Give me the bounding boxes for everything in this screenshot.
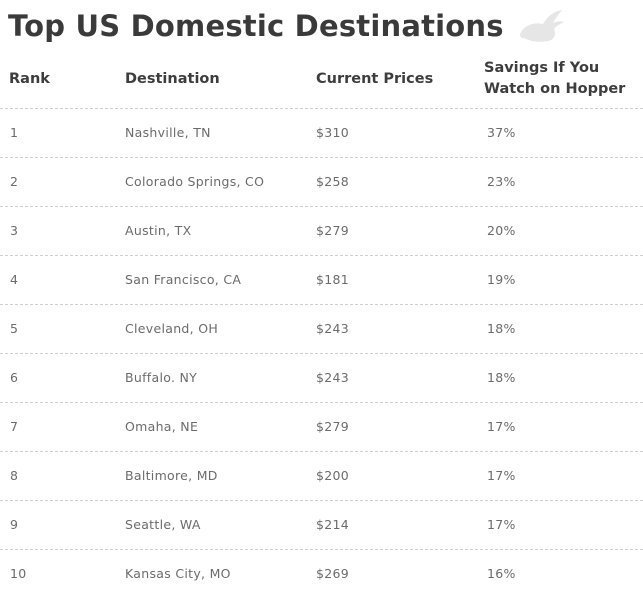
price-cell: $200 [316,468,350,483]
price-cell: $269 [316,566,350,581]
page-title: Top US Domestic Destinations [8,9,504,43]
title-row: Top US Domestic Destinations [8,4,566,48]
table-header: Rank Destination Current Prices Savings … [0,58,643,108]
price-cell: $181 [316,272,350,287]
rank-cell: 9 [10,517,19,532]
destination-cell: Colorado Springs, CO [125,174,265,189]
table-row: 5 Cleveland, OH $243 18% [0,304,643,353]
destination-cell: Baltimore, MD [125,468,218,483]
rank-cell: 3 [10,223,19,238]
header-rank: Rank [9,71,50,87]
destination-cell: Seattle, WA [125,517,201,532]
table-row: 8 Baltimore, MD $200 17% [0,451,643,500]
price-cell: $258 [316,174,350,189]
price-cell: $310 [316,125,350,140]
rank-cell: 1 [10,125,19,140]
header-savings: Savings If You Watch on Hopper [484,58,634,100]
savings-cell: 16% [487,566,516,581]
destination-cell: Cleveland, OH [125,321,219,336]
rank-cell: 2 [10,174,19,189]
destination-cell: Kansas City, MO [125,566,231,581]
rank-cell: 7 [10,419,19,434]
destination-cell: Nashville, TN [125,125,211,140]
savings-cell: 23% [487,174,516,189]
savings-cell: 18% [487,370,516,385]
price-cell: $279 [316,223,350,238]
savings-cell: 17% [487,517,516,532]
savings-cell: 37% [487,125,516,140]
header-savings-line1: Savings If You [484,60,600,76]
rank-cell: 6 [10,370,19,385]
destination-cell: Austin, TX [125,223,192,238]
table-body: 1 Nashville, TN $310 37% 2 Colorado Spri… [0,108,643,598]
price-cell: $279 [316,419,350,434]
savings-cell: 19% [487,272,516,287]
header-current-prices: Current Prices [316,71,434,87]
header-destination: Destination [125,71,220,87]
destination-cell: Buffalo. NY [125,370,198,385]
table-row: 10 Kansas City, MO $269 16% [0,549,643,598]
destination-cell: Omaha, NE [125,419,199,434]
savings-cell: 20% [487,223,516,238]
savings-cell: 17% [487,468,516,483]
price-cell: $214 [316,517,350,532]
table-row: 2 Colorado Springs, CO $258 23% [0,157,643,206]
destination-cell: San Francisco, CA [125,272,242,287]
savings-cell: 17% [487,419,516,434]
header-savings-line2: Watch on Hopper [484,81,626,97]
table-row: 7 Omaha, NE $279 17% [0,402,643,451]
rank-cell: 4 [10,272,19,287]
price-cell: $243 [316,370,350,385]
table-row: 3 Austin, TX $279 20% [0,206,643,255]
table-row: 4 San Francisco, CA $181 19% [0,255,643,304]
price-cell: $243 [316,321,350,336]
table-row: 1 Nashville, TN $310 37% [0,108,643,157]
rank-cell: 10 [10,566,27,581]
rank-cell: 8 [10,468,19,483]
table-row: 9 Seattle, WA $214 17% [0,500,643,549]
table-row: 6 Buffalo. NY $243 18% [0,353,643,402]
rank-cell: 5 [10,321,19,336]
savings-cell: 18% [487,321,516,336]
rabbit-icon [514,8,566,44]
